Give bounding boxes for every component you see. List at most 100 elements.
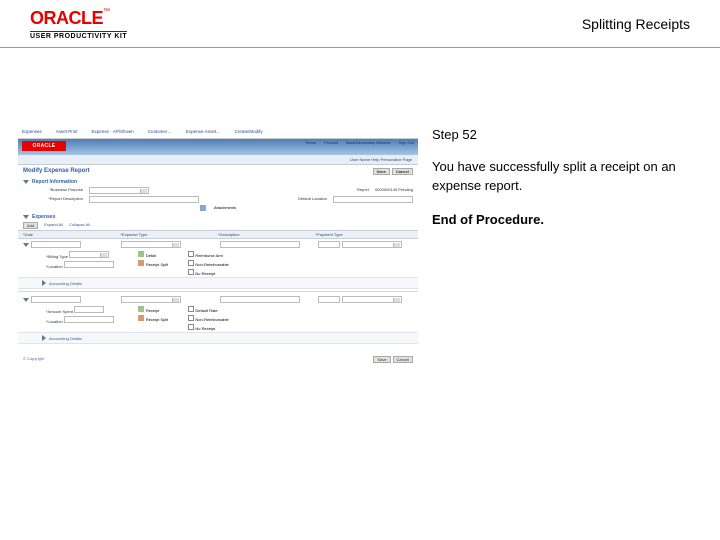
ss-icon-label: Receipt bbox=[146, 308, 160, 313]
ss-pay-dropdown bbox=[342, 241, 402, 248]
ss-section-report-info: Report Information bbox=[18, 177, 418, 186]
ss-col-header: *Payment Type bbox=[316, 232, 414, 237]
ss-label: *Business Purpose bbox=[23, 187, 83, 194]
ss-band-link: Home bbox=[305, 140, 316, 145]
ss-type-dropdown bbox=[121, 241, 181, 248]
ss-subline: *Amount Spent *Location Receipt Receipt … bbox=[18, 305, 418, 332]
ss-band-link: Sign Out bbox=[398, 140, 414, 145]
brand-subtitle: USER PRODUCTIVITY KIT bbox=[30, 31, 127, 40]
ss-acct-detail: Accounting Details bbox=[18, 277, 418, 289]
detail-icon bbox=[138, 251, 144, 257]
ss-band-link: Back/Secondary Window bbox=[346, 140, 390, 145]
ss-attach-label: Attachments bbox=[214, 205, 236, 211]
ss-text-input bbox=[89, 196, 199, 203]
ss-cancel-button: Cancel bbox=[392, 168, 413, 175]
chevron-down-icon bbox=[23, 180, 29, 184]
topic-title: Splitting Receipts bbox=[582, 16, 690, 32]
ss-cancel-button: Cancel bbox=[393, 356, 413, 363]
chevron-down-icon bbox=[23, 215, 29, 219]
step-label: Step 52 bbox=[432, 125, 702, 145]
ss-acct-detail: Accounting Details bbox=[18, 332, 418, 344]
ss-col-header: *Date bbox=[23, 232, 121, 237]
checkbox-icon bbox=[188, 324, 194, 330]
chevron-right-icon bbox=[42, 335, 46, 341]
detail-icon bbox=[138, 306, 144, 312]
ss-icon-label: Receipt Split bbox=[146, 317, 168, 322]
ss-sub-input bbox=[74, 306, 104, 313]
ss-sub-bar: User Name Help Personalize Page bbox=[18, 155, 418, 165]
chevron-down-icon bbox=[23, 298, 29, 302]
ss-section-label: Expenses bbox=[32, 214, 55, 220]
ss-type-dropdown bbox=[121, 296, 181, 303]
ss-section-expenses: Expenses bbox=[18, 212, 418, 221]
ss-sub-label: Reimburse Amt bbox=[195, 253, 222, 258]
ss-icon-label: Detail bbox=[146, 253, 156, 258]
ss-band-links: Home Product Back/Secondary Window Sign … bbox=[305, 140, 414, 145]
ss-expense-row bbox=[18, 239, 418, 250]
ss-add-button: Add bbox=[23, 222, 38, 229]
ss-desc-input bbox=[220, 241, 300, 248]
ss-title-buttons: Save Cancel bbox=[373, 168, 413, 175]
ss-save-button: Save bbox=[373, 356, 390, 363]
ss-footer: © Copyright Save Cancel bbox=[23, 356, 413, 363]
ss-nav-item: Create/Modify bbox=[235, 129, 263, 134]
ss-amt-input bbox=[318, 296, 340, 303]
ss-sub-label: *Location bbox=[46, 319, 63, 324]
ss-sub-dd bbox=[69, 251, 109, 258]
ss-top-nav: Expenses Asset Print Expense · AP/Shown … bbox=[18, 125, 418, 139]
ss-nav-item: Expenses bbox=[22, 129, 42, 134]
instruction-pane: Step 52 You have successfully split a re… bbox=[432, 125, 702, 365]
ss-exp-btn-row: Add Expand All Collapse All bbox=[18, 221, 418, 230]
ss-nav-item: Asset Print bbox=[56, 129, 78, 134]
ss-date-input bbox=[31, 241, 81, 248]
ss-sub-label: No Receipt bbox=[195, 271, 215, 276]
ss-sub-label: Non-Reimbursable bbox=[195, 317, 228, 322]
page-header: ORACLE™ USER PRODUCTIVITY KIT Splitting … bbox=[0, 0, 720, 48]
receipt-icon bbox=[138, 315, 144, 321]
ss-page-title: Modify Expense Report bbox=[23, 168, 90, 175]
brand-tm: ™ bbox=[103, 8, 110, 15]
ss-page-title-row: Modify Expense Report Save Cancel bbox=[18, 165, 418, 177]
ss-subline: *Billing Type *Location Detail Receipt S… bbox=[18, 250, 418, 277]
ss-oracle-badge: ORACLE bbox=[22, 141, 66, 151]
ss-sub-label: Non-Reimbursable bbox=[195, 262, 228, 267]
ss-label: Report bbox=[309, 187, 369, 194]
ss-pay-dropdown bbox=[342, 296, 402, 303]
ss-sub-input bbox=[64, 316, 114, 323]
ss-icon-label: Receipt Split bbox=[146, 262, 168, 267]
ss-sub-label: Default Rate bbox=[195, 308, 217, 313]
ss-field-row: *Business Purpose Report 0000000149 Pend… bbox=[18, 186, 418, 195]
ss-sub-label: No Receipt bbox=[195, 326, 215, 331]
ss-label: *Report Description bbox=[23, 196, 83, 203]
brand-main: ORACLE bbox=[30, 8, 103, 28]
ss-desc-input bbox=[220, 296, 300, 303]
chevron-right-icon bbox=[42, 280, 46, 286]
ss-footer-left: © Copyright bbox=[23, 356, 44, 363]
brand-logo: ORACLE™ bbox=[30, 8, 127, 29]
ss-expense-row bbox=[18, 294, 418, 305]
ss-nav-item: Expense-Asset… bbox=[186, 129, 221, 134]
ss-link: Expand All bbox=[44, 222, 63, 229]
ss-acct-label: Accounting Details bbox=[49, 336, 82, 341]
ss-save-button: Save bbox=[373, 168, 390, 175]
ss-oracle-band: ORACLE Home Product Back/Secondary Windo… bbox=[18, 139, 418, 155]
ss-acct-label: Accounting Details bbox=[49, 281, 82, 286]
ss-value: 0000000149 Pending bbox=[375, 187, 413, 194]
ss-sub-label: *Amount Spent bbox=[46, 309, 73, 314]
ss-attach-row: Attachments bbox=[18, 204, 418, 212]
ss-nav-item: Expense · AP/Shown bbox=[92, 129, 134, 134]
ss-field-row: *Report Description Default Location bbox=[18, 195, 418, 204]
ss-sub-input bbox=[64, 261, 114, 268]
ss-col-header: *Description bbox=[218, 232, 316, 237]
screenshot-thumbnail: Expenses Asset Print Expense · AP/Shown … bbox=[18, 125, 418, 365]
divider bbox=[18, 291, 418, 292]
ss-date-input bbox=[31, 296, 81, 303]
content-area: Expenses Asset Print Expense · AP/Shown … bbox=[18, 125, 702, 365]
ss-col-header: *Expense Type bbox=[121, 232, 219, 237]
brand-block: ORACLE™ USER PRODUCTIVITY KIT bbox=[30, 8, 127, 40]
ss-band-link: Product bbox=[324, 140, 338, 145]
attachment-icon bbox=[200, 205, 206, 211]
checkbox-icon bbox=[188, 251, 194, 257]
ss-sub-label: *Billing Type bbox=[46, 254, 68, 259]
ss-amt-input bbox=[318, 241, 340, 248]
